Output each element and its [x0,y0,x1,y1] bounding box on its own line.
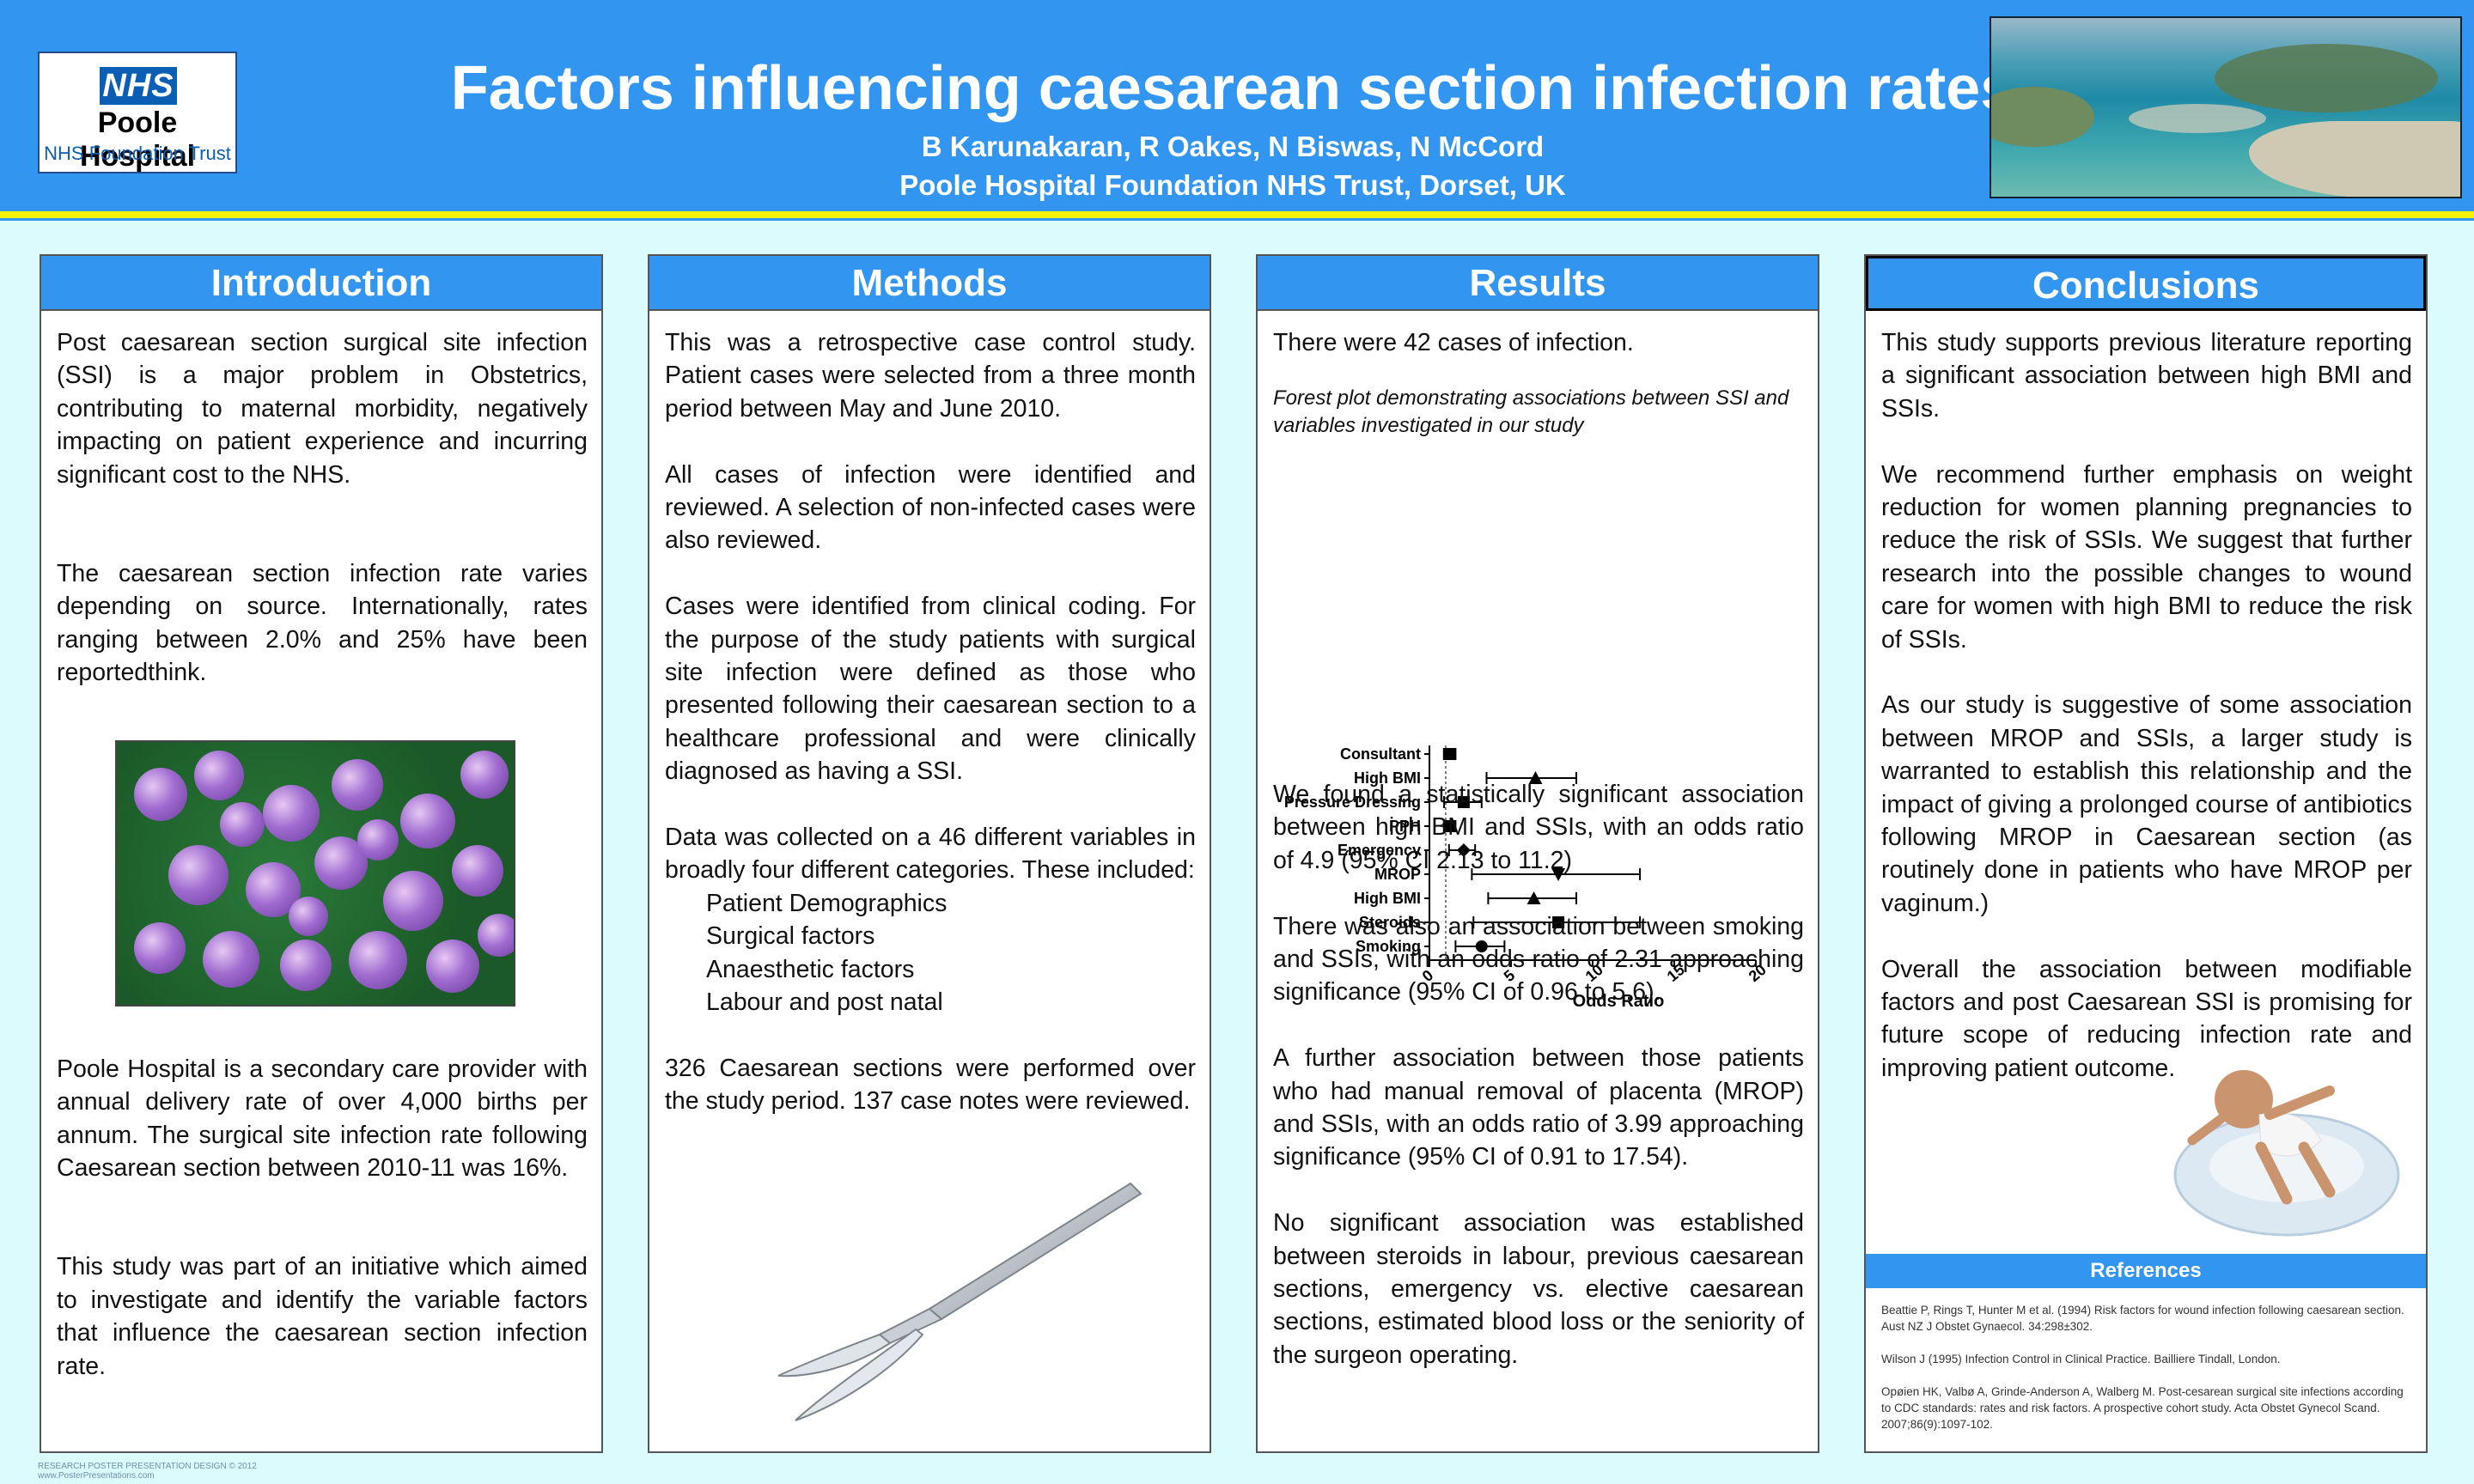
methods-paragraph: This was a retrospective case control st… [665,329,1196,423]
poster-title: Factors influencing caesarean section in… [450,54,2015,123]
odds-ratio-point [1552,916,1565,928]
bacterium-cell [134,922,186,974]
bacterium-cell [452,845,503,897]
poster-footer: RESEARCH POSTER PRESENTATION DESIGN © 20… [38,1462,257,1481]
header-accent-line [0,211,2474,218]
methods-list-item: Surgical factors [706,922,875,951]
results-text-top: There were 42 cases of infection. Forest… [1273,326,1804,440]
nhs-logo-mark: NHS [100,67,177,105]
conclusions-paragraph: Overall the association between modifiab… [1881,955,2412,1082]
row-label: High BMI [1354,769,1421,787]
row-label: Steroids [1359,914,1421,931]
odds-ratio-point [1551,868,1566,881]
methods-paragraph: Cases were identified from clinical codi… [665,593,1196,786]
introduction-paragraph: Poole Hospital is a secondary care provi… [57,1055,588,1183]
bacterium-cell [349,931,407,989]
forest-plot-caption: Forest plot demonstrating associations b… [1273,386,1789,438]
poole-hospital-logo: NHS Poole Hospital NHS Foundation Trust [38,52,237,173]
logo-trust-name: NHS Foundation Trust [44,143,231,164]
methods-paragraph: 326 Caesarean sections were performed ov… [665,1054,1196,1116]
results-paragraph: There were 42 cases of infection. [1273,329,1634,356]
conclusions-paragraph: As our study is suggestive of some assoc… [1881,691,2412,917]
reference-item: Beattie P, Rings T, Hunter M et al. (199… [1881,1304,2404,1333]
poster-authors: B Karunakaran, R Oakes, N Biswas, N McCo… [921,131,1545,162]
x-axis-label: Odds Ratio [1573,992,1665,1011]
bacterium-cell [280,940,332,991]
bacterium-cell [194,751,244,800]
poster-affiliation: Poole Hospital Foundation NHS Trust, Dor… [899,169,1566,201]
methods-heading: Methods [649,256,1210,311]
conclusions-paragraph: This study supports previous literature … [1881,329,2412,423]
baby-on-cushion-image [2173,1070,2400,1237]
odds-ratio-point [1475,940,1488,952]
row-label: Consultant [1340,745,1421,763]
conclusions-panel: Conclusions This study supports previous… [1864,254,2428,1453]
bacterium-cell [134,768,187,821]
bacterium-cell [168,845,229,905]
methods-text: This was a retrospective case control st… [665,326,1196,1118]
aerial-harbour-photo [1990,16,2462,198]
results-panel: Results There were 42 cases of infection… [1256,254,1819,1453]
odds-ratio-point [1456,843,1471,857]
results-heading: Results [1258,256,1818,311]
bacterium-cell [289,897,328,936]
introduction-text-top: Post caesarean section surgical site inf… [57,326,588,689]
bacterium-cell [220,802,265,847]
odds-ratio-point [1442,820,1455,832]
row-label: Smoking [1356,938,1421,955]
methods-list-item: Labour and post natal [706,988,943,1017]
results-paragraph: We found a statistically significant ass… [1273,781,1804,874]
introduction-paragraph: This study was part of an initiative whi… [57,1253,588,1380]
references-heading: References [1866,1254,2426,1288]
bacterium-cell [383,871,443,931]
row-label: PPH [1389,818,1421,835]
results-paragraph: A further association between those pati… [1273,1044,1804,1171]
bacterium-cell [400,794,455,848]
methods-paragraph: Data was collected on a 46 different var… [665,824,1196,885]
results-text-bottom: We found a statistically significant ass… [1273,778,1804,1371]
bacterium-cell [203,931,259,988]
odds-ratio-point [1528,771,1543,784]
bacterium-cell [263,785,320,842]
results-paragraph: No significant association was establish… [1273,1209,1804,1369]
methods-paragraph: All cases of infection were identified a… [665,460,1196,555]
methods-panel: Methods This was a retrospective case co… [648,254,1211,1453]
introduction-text-bottom: Poole Hospital is a secondary care provi… [57,1053,588,1383]
conclusions-text: This study supports previous literature … [1881,326,2412,1085]
bacterium-cell [478,914,514,957]
conclusions-heading: Conclusions [1866,256,2426,311]
odds-ratio-point [1457,796,1470,808]
odds-ratio-point [1442,748,1455,760]
row-label: High BMI [1354,890,1421,907]
scalpel-image [777,1182,1143,1421]
reference-item: Wilson J (1995) Infection Control in Cli… [1881,1353,2281,1365]
introduction-heading: Introduction [41,256,601,311]
bacterium-cell [460,751,509,799]
row-label: Pressure Dressing [1284,794,1421,811]
introduction-paragraph: The caesarean section infection rate var… [57,559,588,687]
references-list: Beattie P, Rings T, Hunter M et al. (199… [1881,1302,2412,1449]
results-paragraph: There was also an association between sm… [1273,912,1804,1007]
header-divider [0,218,2474,221]
bacterium-cell [426,940,479,993]
poster-header: NHS Poole Hospital NHS Foundation Trust … [0,0,2474,211]
introduction-paragraph: Post caesarean section surgical site inf… [57,329,588,489]
footer-credit: RESEARCH POSTER PRESENTATION DESIGN © 20… [38,1462,257,1471]
row-label: Emergency [1338,842,1421,859]
footer-url: www.PosterPresentations.com [38,1471,155,1481]
logo-hospital-name: Poole Hospital [79,106,196,173]
bacterium-cell [332,759,383,811]
row-label: MROP [1374,866,1421,883]
conclusions-paragraph: We recommend further emphasis on weight … [1881,460,2412,654]
introduction-panel: Introduction Post caesarean section surg… [40,254,603,1453]
bacteria-micrograph-image [115,740,515,1007]
reference-item: Opøien HK, Valbø A, Grinde-Anderson A, W… [1881,1385,2404,1431]
bacterium-cell [357,819,399,861]
odds-ratio-point [1526,891,1541,904]
methods-list-item: Anaesthetic factors [706,955,915,983]
methods-list-item: Patient Demographics [706,889,948,917]
